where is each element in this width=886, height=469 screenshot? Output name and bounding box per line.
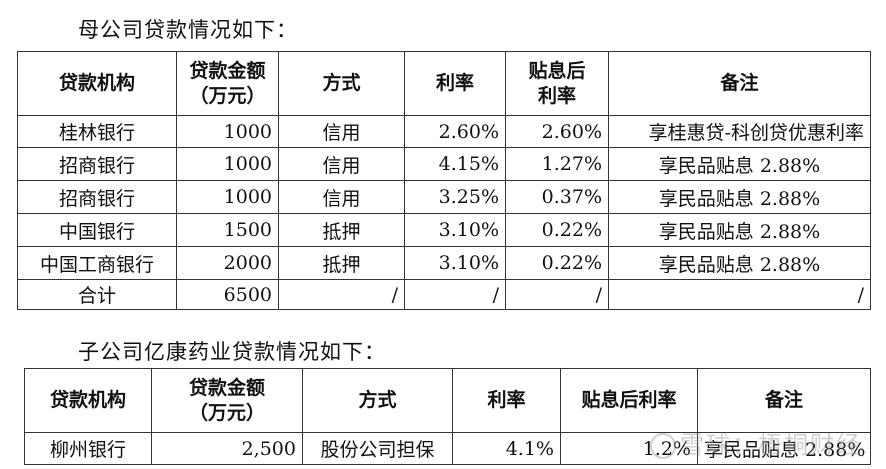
cell-remarks: 享民品贴息 2.88% <box>608 213 871 247</box>
cell-rate: 4.1% <box>452 432 561 465</box>
cell-method: 股份公司担保 <box>302 432 453 465</box>
parent-header-row: 贷款机构 贷款金额 （万元） 方式 利率 贴息后 利率 备注 <box>17 51 871 116</box>
header-lender: 贷款机构 <box>17 51 177 116</box>
table-row: 中国工商银行 2000 抵押 3.10% 0.22% 享民品贴息 2.88% <box>17 246 871 280</box>
header-rate: 利率 <box>404 51 506 116</box>
cell-rate: 3.25% <box>404 180 506 214</box>
snowball-logo-icon <box>650 433 676 459</box>
cell-method: 抵押 <box>278 213 405 247</box>
cell-remarks: 享民品贴息 2.88% <box>608 246 871 280</box>
cell-amount: 1500 <box>176 213 279 247</box>
header-remarks: 备注 <box>608 51 871 116</box>
table-row: 桂林银行 1000 信用 2.60% 2.60% 享桂惠贷-科创贷优惠利率 <box>17 115 871 148</box>
cell-remarks: / <box>608 279 871 310</box>
parent-loans-caption: 母公司贷款情况如下： <box>78 18 298 42</box>
cell-amount: 1000 <box>176 180 279 214</box>
cell-rate: 3.10% <box>404 213 506 247</box>
cell-method: 信用 <box>278 115 405 148</box>
cell-rate: / <box>404 279 506 310</box>
cell-remarks: 享民品贴息 2.88% <box>608 147 871 181</box>
cell-remarks: 享桂惠贷-科创贷优惠利率 <box>608 115 871 148</box>
table-row: 柳州银行 2,500 股份公司担保 4.1% 1.2% 享民品贴息 2.88% <box>24 432 871 465</box>
subsidiary-header-row: 贷款机构 贷款金额 （万元） 方式 利率 贴息后利率 备注 <box>24 368 871 433</box>
cell-rate: 4.15% <box>404 147 506 181</box>
cell-subsidized-rate: 0.22% <box>505 246 609 280</box>
cell-amount: 1000 <box>176 147 279 181</box>
header-subsidized-rate: 贴息后利率 <box>560 368 698 433</box>
cell-subsidized-rate: 1.27% <box>505 147 609 181</box>
cell-amount: 2000 <box>176 246 279 280</box>
cell-subsidized-rate: 2.60% <box>505 115 609 148</box>
cell-method: / <box>278 279 405 310</box>
cell-amount: 1000 <box>176 115 279 148</box>
cell-lender: 中国工商银行 <box>17 246 177 280</box>
header-remarks: 备注 <box>697 368 871 433</box>
cell-total-label: 合计 <box>17 279 177 310</box>
cell-amount: 2,500 <box>151 432 303 465</box>
header-lender: 贷款机构 <box>24 368 152 433</box>
cell-remarks: 享民品贴息 2.88% <box>608 180 871 214</box>
header-amount: 贷款金额 （万元） <box>176 51 279 116</box>
subsidiary-loans-caption: 子公司亿康药业贷款情况如下： <box>78 340 386 364</box>
cell-rate: 2.60% <box>404 115 506 148</box>
cell-remarks: 享民品贴息 2.88% <box>697 432 871 465</box>
subsidiary-loans-table: 贷款机构 贷款金额 （万元） 方式 利率 贴息后利率 备注 柳州银行 2,500 … <box>24 368 871 465</box>
header-subsidized-rate: 贴息后利率 <box>505 51 609 116</box>
cell-lender: 招商银行 <box>17 180 177 214</box>
header-method: 方式 <box>302 368 453 433</box>
cell-lender: 桂林银行 <box>17 115 177 148</box>
cell-subsidized-rate: 0.22% <box>505 213 609 247</box>
cell-method: 信用 <box>278 180 405 214</box>
cell-rate: 3.10% <box>404 246 506 280</box>
cell-lender: 招商银行 <box>17 147 177 181</box>
cell-lender: 柳州银行 <box>24 432 152 465</box>
table-row: 招商银行 1000 信用 3.25% 0.37% 享民品贴息 2.88% <box>17 180 871 214</box>
watermark: 雪球：梧桐财经 <box>650 425 862 460</box>
cell-method: 信用 <box>278 147 405 181</box>
cell-method: 抵押 <box>278 246 405 280</box>
header-rate: 利率 <box>452 368 561 433</box>
table-row: 招商银行 1000 信用 4.15% 1.27% 享民品贴息 2.88% <box>17 147 871 181</box>
total-row: 合计 6500 / / / / <box>17 279 871 310</box>
cell-total-amount: 6500 <box>176 279 279 310</box>
cell-subsidized-rate: / <box>505 279 609 310</box>
parent-loans-table: 贷款机构 贷款金额 （万元） 方式 利率 贴息后 利率 备注 桂林银行 1000 信… <box>17 51 871 310</box>
header-method: 方式 <box>278 51 405 116</box>
cell-lender: 中国银行 <box>17 213 177 247</box>
cell-subsidized-rate: 0.37% <box>505 180 609 214</box>
header-amount: 贷款金额 （万元） <box>151 368 303 433</box>
table-row: 中国银行 1500 抵押 3.10% 0.22% 享民品贴息 2.88% <box>17 213 871 247</box>
